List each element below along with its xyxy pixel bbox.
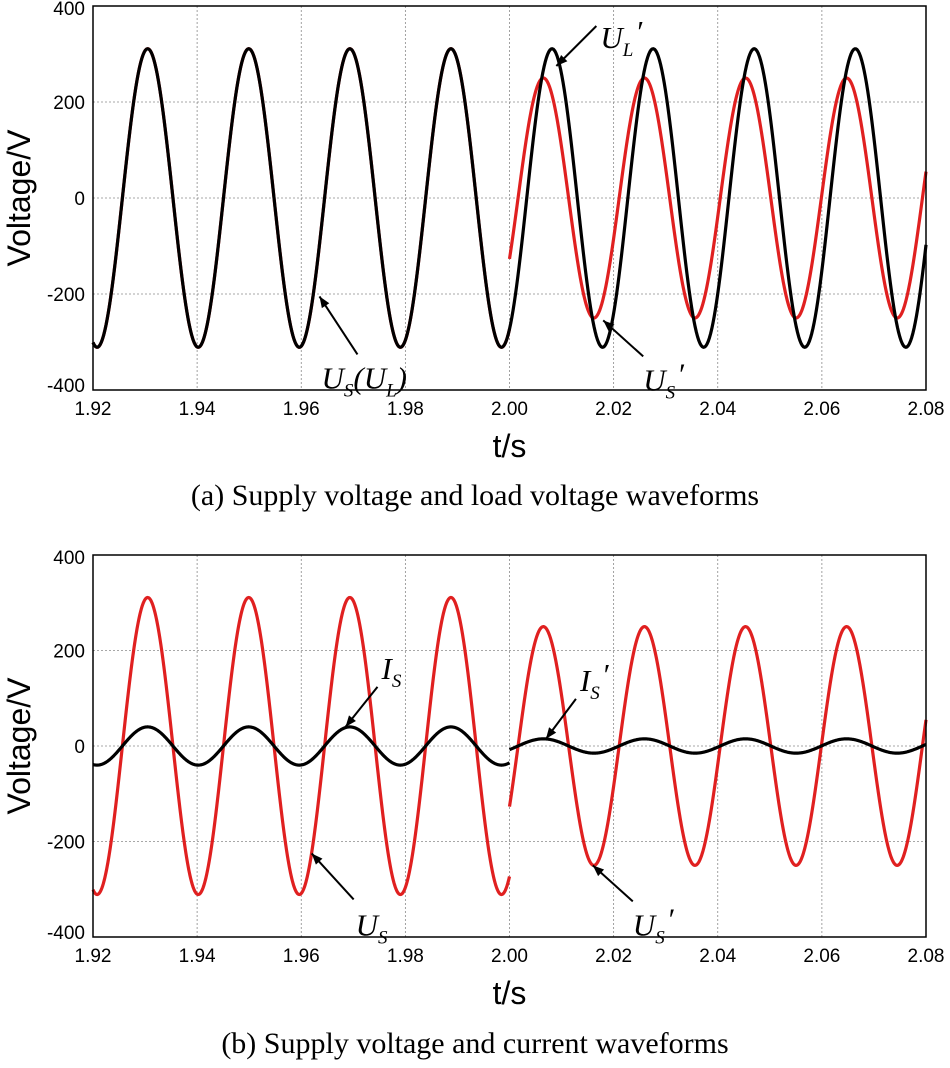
x-tick-label: 2.00 (491, 399, 528, 420)
annotation-arrowhead (545, 727, 557, 739)
annotation-label-us: US (356, 907, 388, 948)
figure-caption: (a) Supply voltage and load voltage wave… (191, 479, 759, 512)
series-line-i-s (92, 725, 511, 767)
x-tick-label: 2.08 (908, 946, 945, 967)
annotation-arrowhead (603, 320, 615, 332)
figure-caption: (b) Supply voltage and current waveforms (221, 1027, 728, 1060)
y-tick-label: -200 (47, 285, 85, 306)
x-tick-label: 2.04 (699, 399, 736, 420)
annotation-arrow (318, 295, 359, 355)
annotation-label-us-prime: US′ (643, 356, 685, 403)
y-tick-label: -400 (47, 923, 85, 944)
x-tick-label: 1.94 (179, 399, 216, 420)
annotation-label-us: US(UL) (321, 360, 407, 401)
x-tick-label: 1.98 (387, 946, 424, 967)
annotation-arrowhead (556, 54, 568, 66)
annotation-arrowhead (319, 296, 330, 309)
x-axis-label: t/s (493, 428, 527, 464)
annotation-arrowhead (345, 715, 356, 727)
x-tick-label: 2.06 (803, 399, 840, 420)
series-line-u-s- (507, 76, 928, 320)
plot-frame (92, 554, 927, 938)
annotation-arrowhead (311, 853, 323, 865)
y-tick-label: 0 (74, 737, 85, 758)
plot-frame (92, 5, 927, 391)
x-tick-label: 2.04 (699, 946, 736, 967)
annotation-label-ul-prime: UL′ (600, 14, 643, 61)
series-line-u-s (91, 595, 512, 897)
x-tick-label: 1.92 (75, 946, 112, 967)
annotation-arrowhead (592, 865, 605, 877)
y-tick-label: -200 (47, 833, 85, 854)
y-tick-label: -400 (47, 376, 85, 397)
series-line-u-s-u-l-u-l- (91, 47, 928, 349)
x-tick-label: 2.00 (491, 946, 528, 967)
y-tick-label: 200 (53, 93, 85, 114)
x-tick-label: 1.96 (283, 399, 320, 420)
annotation-label-is: IS (381, 651, 402, 692)
chart-a: 1.92 1.94 1.96 1.98 2.00 2.02 2.04 2.06 2.08 400 2… (1, 0, 944, 512)
annotation-label-us-prime: US′ (633, 901, 675, 948)
series-line-i-s (508, 737, 928, 755)
y-tick-label: 400 (53, 0, 85, 20)
y-tick-label: 0 (74, 189, 85, 210)
series-line-u-s (507, 625, 928, 867)
y-tick-label: 200 (53, 642, 85, 663)
x-tick-label: 2.02 (595, 399, 632, 420)
y-axis-label: Voltage/V (1, 677, 37, 815)
x-tick-label: 1.98 (387, 399, 424, 420)
chart-b: 1.92 1.94 1.96 1.98 2.00 2.02 2.04 2.06 2.08 400 2… (1, 548, 944, 1060)
y-tick-label: 400 (53, 548, 85, 569)
x-axis-label: t/s (493, 975, 527, 1011)
x-tick-label: 1.92 (75, 399, 112, 420)
x-tick-label: 1.96 (283, 946, 320, 967)
annotation-label-is-prime: IS′ (579, 657, 610, 704)
x-tick-label: 2.06 (803, 946, 840, 967)
x-tick-label: 1.94 (179, 946, 216, 967)
x-tick-label: 2.02 (595, 946, 632, 967)
y-axis-label: Voltage/V (1, 129, 37, 267)
x-tick-label: 2.08 (908, 399, 945, 420)
